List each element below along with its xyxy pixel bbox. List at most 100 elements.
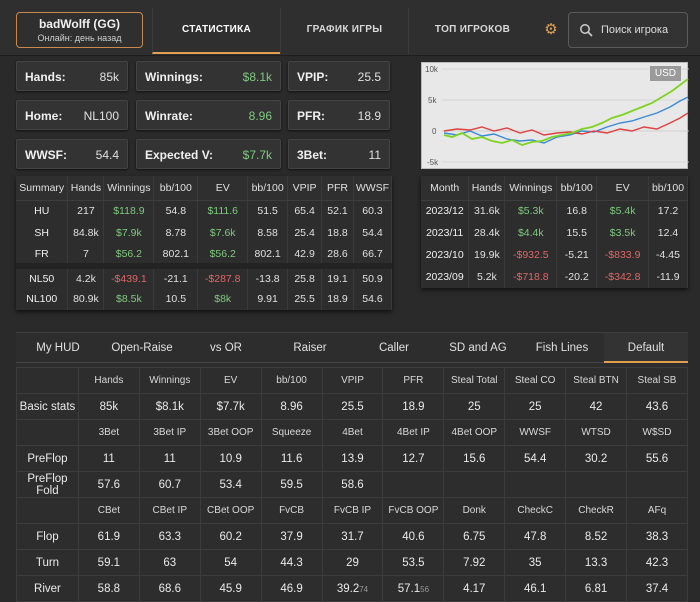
hud-tab-sd-and-ag[interactable]: SD and AG (449, 342, 507, 354)
cell[interactable]: 59.1 (77, 549, 140, 576)
cell[interactable]: 54.4 (504, 445, 567, 472)
hud-tab-open-raise[interactable]: Open-Raise (111, 342, 173, 354)
cell[interactable]: 60.7 (138, 471, 201, 498)
currency-badge[interactable]: USD (649, 66, 681, 81)
cell[interactable]: $7.7k (199, 393, 262, 420)
cell[interactable]: 6.75 (443, 523, 506, 550)
cell[interactable]: 46.1 (504, 575, 567, 602)
hud-tab-vs-or[interactable]: vs OR (210, 342, 242, 354)
cell: 28.4k (468, 222, 506, 244)
summary-table: Summary Hands Winnings bb/100 EV bb/100 … (16, 176, 393, 310)
cell[interactable]: 37.4 (626, 575, 688, 602)
cell[interactable]: 8.52 (565, 523, 628, 550)
cell[interactable]: 61.9 (77, 523, 140, 550)
cell[interactable]: 25 (504, 393, 567, 420)
summary-winrate-label: Winrate: (145, 109, 193, 123)
cell[interactable]: 85k (77, 393, 140, 420)
cell: $118.9 (103, 200, 155, 222)
cell[interactable]: 42.3 (626, 549, 688, 576)
cell[interactable]: 47.8 (504, 523, 567, 550)
cell[interactable]: 46.9 (260, 575, 323, 602)
cell[interactable]: 31.7 (321, 523, 384, 550)
cell[interactable]: 58.6 (321, 471, 384, 498)
search-player-button[interactable]: Поиск игрока (568, 12, 688, 48)
cell[interactable]: 13.9 (321, 445, 384, 472)
cell[interactable]: 55.6 (626, 445, 688, 472)
player-info-box[interactable]: badWolff (GG) Онлайн: день назад (16, 12, 143, 48)
table-row[interactable]: FR 7 $56.2 802.1 $56.2 802.1 42.9 28.6 6… (16, 244, 393, 266)
cell[interactable]: 8.96 (260, 393, 323, 420)
cell[interactable]: 35 (504, 549, 567, 576)
tab-statistics[interactable]: СТАТИСТИКА (152, 8, 280, 54)
gear-icon[interactable]: ⚙ (544, 21, 558, 38)
cell[interactable]: 6.81 (565, 575, 628, 602)
col-header: Steal CO (504, 367, 567, 394)
cell[interactable]: $8.1k (138, 393, 201, 420)
graph-canvas: 10k 5k 0 -5k (425, 65, 689, 167)
cell[interactable]: 68.6 (138, 575, 201, 602)
summary-home-value: NL100 (83, 109, 119, 123)
cell[interactable]: 44.3 (260, 549, 323, 576)
winnings-graph[interactable]: 10k 5k 0 -5k USD (421, 62, 689, 169)
cell[interactable]: 25.5 (321, 393, 384, 420)
cell[interactable]: 12.7 (382, 445, 445, 472)
cell[interactable]: 54 (199, 549, 262, 576)
col-header: PFR (321, 176, 354, 201)
cell[interactable]: 15.6 (443, 445, 506, 472)
table-row[interactable]: HU 217 $118.9 54.8 $111.6 51.5 65.4 52.1… (16, 200, 393, 222)
cell[interactable]: 30.2 (565, 445, 628, 472)
hud-tab-fish-lines[interactable]: Fish Lines (535, 342, 589, 354)
cell[interactable]: 39.274 (321, 575, 384, 602)
table-row[interactable]: 2023/12 31.6k $5.3k 16.8 $5.4k 17.2 (421, 200, 688, 222)
hud-tab-caller[interactable]: Caller (378, 342, 410, 354)
cell[interactable]: 10.9 (199, 445, 262, 472)
graph-line-ev (443, 96, 689, 144)
table-row[interactable]: SH 84.8k $7.9k 8.78 $7.6k 8.58 25.4 18.8… (16, 222, 393, 244)
cell[interactable]: 11 (138, 445, 201, 472)
cell[interactable]: 13.3 (565, 549, 628, 576)
cell[interactable]: 57.156 (382, 575, 445, 602)
cell[interactable]: 53.5 (382, 549, 445, 576)
col-header: 4Bet (321, 419, 384, 446)
table-row[interactable]: 2023/09 5.2k -$718.8 -20.2 -$342.8 -11.9 (421, 266, 688, 288)
cell[interactable]: 60.2 (199, 523, 262, 550)
cell[interactable]: 11 (77, 445, 140, 472)
col-header: Donk (443, 497, 506, 524)
cell[interactable]: 59.5 (260, 471, 323, 498)
cell[interactable]: 4.17 (443, 575, 506, 602)
cell[interactable]: 57.6 (77, 471, 140, 498)
hud-tab-raiser[interactable]: Raiser (293, 342, 327, 354)
cell[interactable]: 29 (321, 549, 384, 576)
row-label (16, 419, 79, 446)
table-row[interactable]: 2023/11 28.4k $4.4k 15.5 $3.5k 12.4 (421, 222, 688, 244)
cell[interactable]: 7.92 (443, 549, 506, 576)
table-row[interactable]: NL100 80.9k $8.5k 10.5 $8k 9.91 25.5 18.… (16, 288, 393, 310)
col-header: Steal BTN (565, 367, 628, 394)
cell[interactable]: 40.6 (382, 523, 445, 550)
cell[interactable]: 58.8 (77, 575, 140, 602)
table-row[interactable]: 2023/10 19.9k -$932.5 -5.21 -$833.9 -4.4… (421, 244, 688, 266)
hud-header-row: 3Bet 3Bet IP 3Bet OOP Squeeze 4Bet 4Bet … (16, 419, 688, 446)
row-label: PreFlop Fold (16, 471, 79, 498)
cell[interactable]: 18.9 (382, 393, 445, 420)
tab-game-graph[interactable]: ГРАФИК ИГРЫ (280, 8, 408, 54)
cell[interactable]: 63.3 (138, 523, 201, 550)
col-header: FvCB (260, 497, 323, 524)
hud-tab-default[interactable]: Default (604, 333, 688, 363)
cell[interactable]: 11.6 (260, 445, 323, 472)
cell[interactable]: 63 (138, 549, 201, 576)
col-header: CBet (77, 497, 140, 524)
cell[interactable]: 38.3 (626, 523, 688, 550)
cell[interactable]: 42 (565, 393, 628, 420)
summary-hands: Hands: 85k (16, 61, 128, 91)
cell[interactable]: 53.4 (199, 471, 262, 498)
tab-top-players[interactable]: ТОП ИГРОКОВ (408, 8, 536, 54)
hud-tab-my-hud[interactable]: My HUD (36, 342, 80, 354)
cell[interactable]: 37.9 (260, 523, 323, 550)
cell[interactable]: 25 (443, 393, 506, 420)
table-row[interactable]: NL50 4.2k -$439.1 -21.1 -$287.8 -13.8 25… (16, 263, 393, 288)
y-tick-5k: 5k (428, 96, 437, 105)
col-header: CBet OOP (199, 497, 262, 524)
cell[interactable]: 43.6 (626, 393, 688, 420)
cell[interactable]: 45.9 (199, 575, 262, 602)
